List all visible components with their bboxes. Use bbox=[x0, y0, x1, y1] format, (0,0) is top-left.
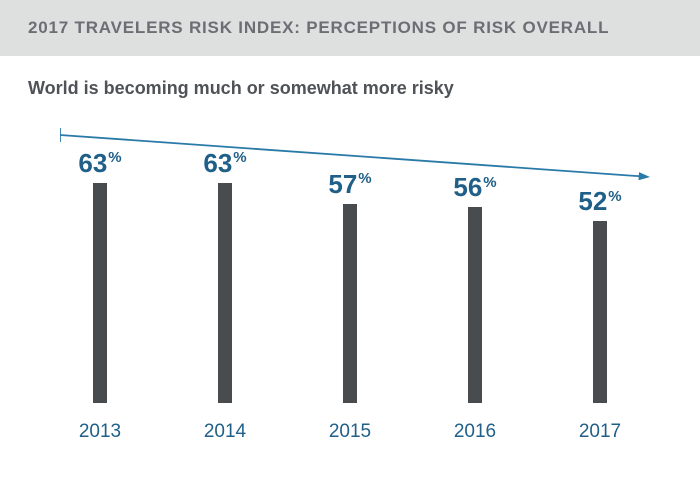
year-label: 2017 bbox=[579, 421, 621, 443]
header-band: 2017 TRAVELERS RISK INDEX: PERCEPTIONS O… bbox=[0, 0, 700, 56]
bar-value-label: 56% bbox=[453, 172, 496, 203]
page-title: 2017 TRAVELERS RISK INDEX: PERCEPTIONS O… bbox=[28, 18, 672, 38]
bar-group: 56% 2016 bbox=[435, 172, 515, 443]
bar-value-label: 52% bbox=[578, 186, 621, 217]
year-label: 2016 bbox=[454, 421, 496, 443]
bar-group: 63% 2014 bbox=[185, 148, 265, 443]
year-label: 2015 bbox=[329, 421, 371, 443]
bar bbox=[593, 221, 607, 403]
year-label: 2013 bbox=[79, 421, 121, 443]
year-label: 2014 bbox=[204, 421, 246, 443]
chart-subtitle: World is becoming much or somewhat more … bbox=[0, 56, 700, 99]
bar-value-label: 63% bbox=[78, 148, 121, 179]
bar bbox=[343, 204, 357, 403]
bar bbox=[93, 183, 107, 403]
bar-value-label: 63% bbox=[203, 148, 246, 179]
bars-area: 63% 2013 63% 2014 57% 2015 56% 2016 52% 2017 bbox=[60, 123, 640, 443]
bar bbox=[218, 183, 232, 403]
chart-container: 63% 2013 63% 2014 57% 2015 56% 2016 52% 2017 bbox=[0, 99, 700, 469]
bar bbox=[468, 207, 482, 403]
bar-value-label: 57% bbox=[328, 169, 371, 200]
bar-group: 52% 2017 bbox=[560, 186, 640, 443]
bar-group: 63% 2013 bbox=[60, 148, 140, 443]
bar-group: 57% 2015 bbox=[310, 169, 390, 443]
